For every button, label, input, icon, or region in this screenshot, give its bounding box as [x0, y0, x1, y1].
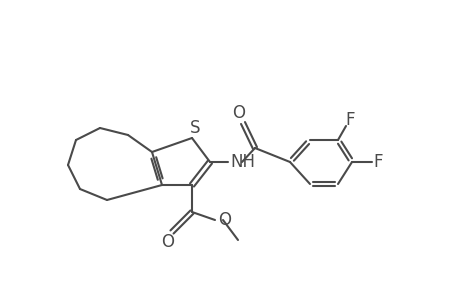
Text: F: F: [372, 153, 382, 171]
Text: S: S: [190, 119, 200, 137]
Text: F: F: [345, 111, 354, 129]
Text: O: O: [232, 104, 245, 122]
Text: O: O: [218, 211, 230, 229]
Text: NH: NH: [230, 153, 254, 171]
Text: O: O: [161, 233, 174, 251]
